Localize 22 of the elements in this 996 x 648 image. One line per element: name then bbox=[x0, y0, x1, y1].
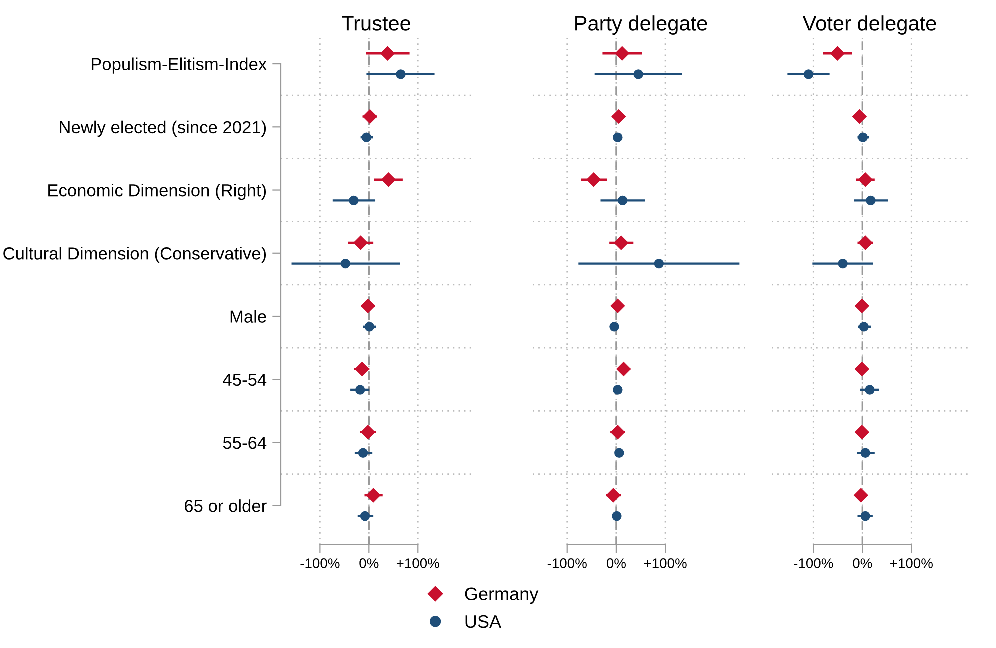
x-tick-label: +100% bbox=[890, 558, 933, 568]
x-tick-label: +100% bbox=[644, 558, 687, 568]
chart-title: Voter delegate bbox=[802, 16, 936, 35]
y-tick-label: Cultural Dimension (Conservative) bbox=[4, 247, 266, 264]
y-tick-label: 55-64 bbox=[223, 436, 267, 450]
x-tick-label: +100% bbox=[396, 558, 440, 568]
x-tick-label: -100% bbox=[794, 558, 834, 568]
y-tick-label: Populism-Elitism-Index bbox=[92, 58, 267, 74]
legend-label: Germany bbox=[465, 588, 539, 604]
chart-title: Trustee bbox=[342, 16, 410, 31]
y-tick-label: Newly elected (since 2021) bbox=[60, 120, 266, 138]
y-tick-label: 65 or older bbox=[185, 500, 267, 512]
x-tick-label: 0% bbox=[606, 558, 626, 568]
legend-label: USA bbox=[466, 615, 502, 628]
x-tick-label: -100% bbox=[548, 558, 587, 568]
y-tick-label: Male bbox=[230, 310, 266, 323]
chart-title: Party delegate bbox=[576, 16, 708, 35]
x-tick-label: 0% bbox=[360, 558, 379, 568]
y-tick-label: Economic Dimension (Right) bbox=[48, 184, 266, 200]
y-tick-label: 45-54 bbox=[223, 374, 267, 386]
x-tick-label: -100% bbox=[300, 558, 340, 568]
x-tick-label: 0% bbox=[853, 558, 872, 568]
